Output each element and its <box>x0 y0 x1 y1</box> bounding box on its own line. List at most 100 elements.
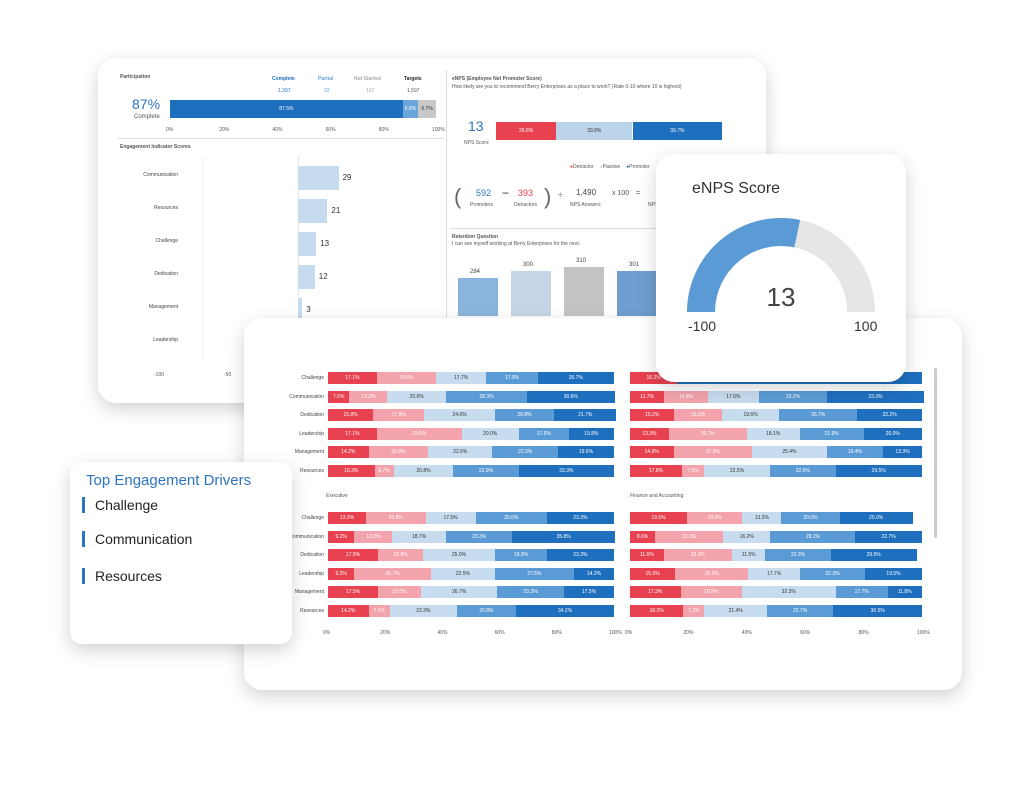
indicator-panel: Engagement Indicator Scores Communicatio… <box>118 140 444 382</box>
gauge-value: 13 <box>766 282 796 312</box>
stack-segment: 17.1% <box>328 427 377 440</box>
stack-segment: 21.7% <box>554 409 617 421</box>
stack-segment: 29.1% <box>770 530 856 543</box>
stack-row-label: Dedication <box>300 552 324 558</box>
retention-bar <box>511 271 551 316</box>
detractors-label: Detractors <box>514 202 538 208</box>
stack-segment: 15.2% <box>630 409 675 421</box>
participation-panel: Participation Complete Partial Not Start… <box>118 70 445 138</box>
retention-panel: Retention Question I can see myself work… <box>450 230 660 316</box>
stack-segment: 11.7% <box>630 390 665 403</box>
indicator-value: 13 <box>320 239 330 248</box>
retention-value: 300 <box>523 262 534 268</box>
stack-segment: 17.7% <box>835 586 888 598</box>
participation-col-partial: Partial <box>318 76 334 82</box>
participation-col-complete: Complete <box>272 76 295 82</box>
participation-segment: 5.8% <box>402 100 419 118</box>
divider-h-1 <box>118 138 444 139</box>
gauge-min: -100 <box>688 318 717 334</box>
legend-detractor: ●Detractor <box>570 164 594 170</box>
stack-segment: 23.3% <box>663 549 732 561</box>
stack-segment: 26.7% <box>420 586 498 598</box>
stack-segment: 19.6% <box>557 446 614 458</box>
promoters-label: Promoters <box>470 202 494 208</box>
scrollbar[interactable] <box>934 368 937 538</box>
stack-segment: 7.5% <box>328 390 350 403</box>
stack-segment: 11.5% <box>731 549 766 561</box>
drivers-title: Top Engagement Drivers <box>86 472 252 489</box>
gauge-max: 100 <box>854 318 878 334</box>
stack-chart-bottom-right: 19.5% 19.0% 13.3% 20.0% 25.0% 8.6% 23.3% 16.2% 2… <box>630 508 930 618</box>
stack-row: 17.8% 7.6% 22.5% 22.5% 29.5% <box>630 464 922 477</box>
enps-question: How likely are you to recommend Berry En… <box>452 84 682 90</box>
stack-row: 18.2% 7.3% 21.4% 22.7% 30.5% <box>630 604 923 617</box>
indicator-bar <box>298 199 328 223</box>
stack-row: 13.3% 26.7% 18.1% 21.9% 20.0% <box>630 427 922 440</box>
stack-row: 11.6% 23.3% 11.5% 22.3% 29.5% <box>630 549 922 561</box>
stack-chart-bottom-left: Challenge 13.3% 20.8% 17.5% 25.0% 23.3% Commun… <box>244 508 634 618</box>
participation-segment: 6.7% <box>418 100 436 118</box>
stack-segment: 17.5% <box>328 586 379 598</box>
participation-pct-label: Complete <box>134 114 160 120</box>
stack-segment: 21.9% <box>799 427 864 440</box>
finance-title: Finance and Accounting <box>630 493 684 499</box>
stack-segment: 22.3% <box>799 567 866 580</box>
answers-label: NPS Answers <box>570 202 601 208</box>
participation-count-partial: 93 <box>324 88 330 94</box>
stack-segment: 26.7% <box>668 427 747 440</box>
stack-segment: 16.2% <box>723 530 771 543</box>
stack-segment: 9.2% <box>328 530 355 543</box>
stack-segment: 22.5% <box>704 464 770 477</box>
stack-segment: 17.7% <box>435 372 487 384</box>
stack-segment: 23.3% <box>655 530 724 543</box>
detractors-value: 393 <box>518 188 534 198</box>
stack-segment: 22.2% <box>857 409 922 421</box>
participation-count-targets: 1,597 <box>407 88 420 94</box>
retention-bar <box>458 278 498 316</box>
stack-segment: 23.3% <box>445 530 513 543</box>
stack-row: 9.2% 26.7% 22.5% 27.5% 14.2% <box>328 567 615 580</box>
stack-row-label: Leadership <box>299 570 324 577</box>
retention-title: Retention Question <box>452 234 499 240</box>
stack-segment: 14.2% <box>328 604 369 617</box>
stack-row: 11.7% 14.9% 17.6% 23.2% 33.3% <box>630 390 925 403</box>
stack-segment: 26.7% <box>779 409 858 421</box>
stack-segment: 18.2% <box>630 604 684 617</box>
stack-segment: 17.5% <box>328 549 379 561</box>
stack-axis-right: 0% 20% 40% 60% 80% 100% <box>625 630 930 638</box>
indicator-row-label: Challenge <box>155 238 178 244</box>
indicator-bar <box>298 265 315 289</box>
gauge-card: eNPS Score 13 -100 100 <box>656 154 906 382</box>
retention-question: I can see myself working at Berry Enterp… <box>452 241 581 247</box>
stack-segment: 22.7% <box>766 604 834 617</box>
stack-segment: 20.0% <box>781 512 840 524</box>
indicator-grid-line <box>202 156 203 361</box>
stack-segment: 22.5% <box>769 464 836 477</box>
stack-segment: 14.9% <box>630 446 674 458</box>
stack-segment: 18.1% <box>746 427 800 440</box>
stack-segment: 20.8% <box>456 604 517 617</box>
stack-row-label: Leadership <box>299 430 324 437</box>
equals-sign: = <box>636 190 641 197</box>
stack-segment: 20.8% <box>368 446 429 458</box>
stack-segment: 16.3% <box>674 409 722 421</box>
drivers-card <box>70 462 292 644</box>
stack-segment: 17.1% <box>328 372 377 384</box>
paren-open: ( <box>454 184 462 209</box>
stack-segment: 22.9% <box>453 464 519 477</box>
driver-item-communication: Communication <box>82 531 192 547</box>
stack-segment: 22.7% <box>855 530 922 543</box>
indicator-row-label: Dedication <box>154 271 178 277</box>
stack-row: 17.3% 20.9% 32.3% 17.7% 11.8% <box>630 586 922 598</box>
retention-value: 310 <box>576 257 587 264</box>
gauge-fill <box>687 218 801 312</box>
stack-axis-tick: 20% <box>683 630 694 636</box>
stack-segment: 23.2% <box>759 390 827 403</box>
stack-row: 17.1% 29.6% 20.0% 17.5% 15.8% <box>328 427 614 440</box>
participation-axis-tick: 80% <box>378 127 389 133</box>
promoters-value: 592 <box>476 188 492 198</box>
stacked-panel: Challenge 17.1% 20.6% 17.7% 17.9% 26.7% Commun… <box>244 318 962 690</box>
stack-row-label: Communication <box>289 393 324 400</box>
stack-segment: 19.6% <box>721 409 780 421</box>
participation-col-notstarted: Not Started <box>354 76 381 82</box>
